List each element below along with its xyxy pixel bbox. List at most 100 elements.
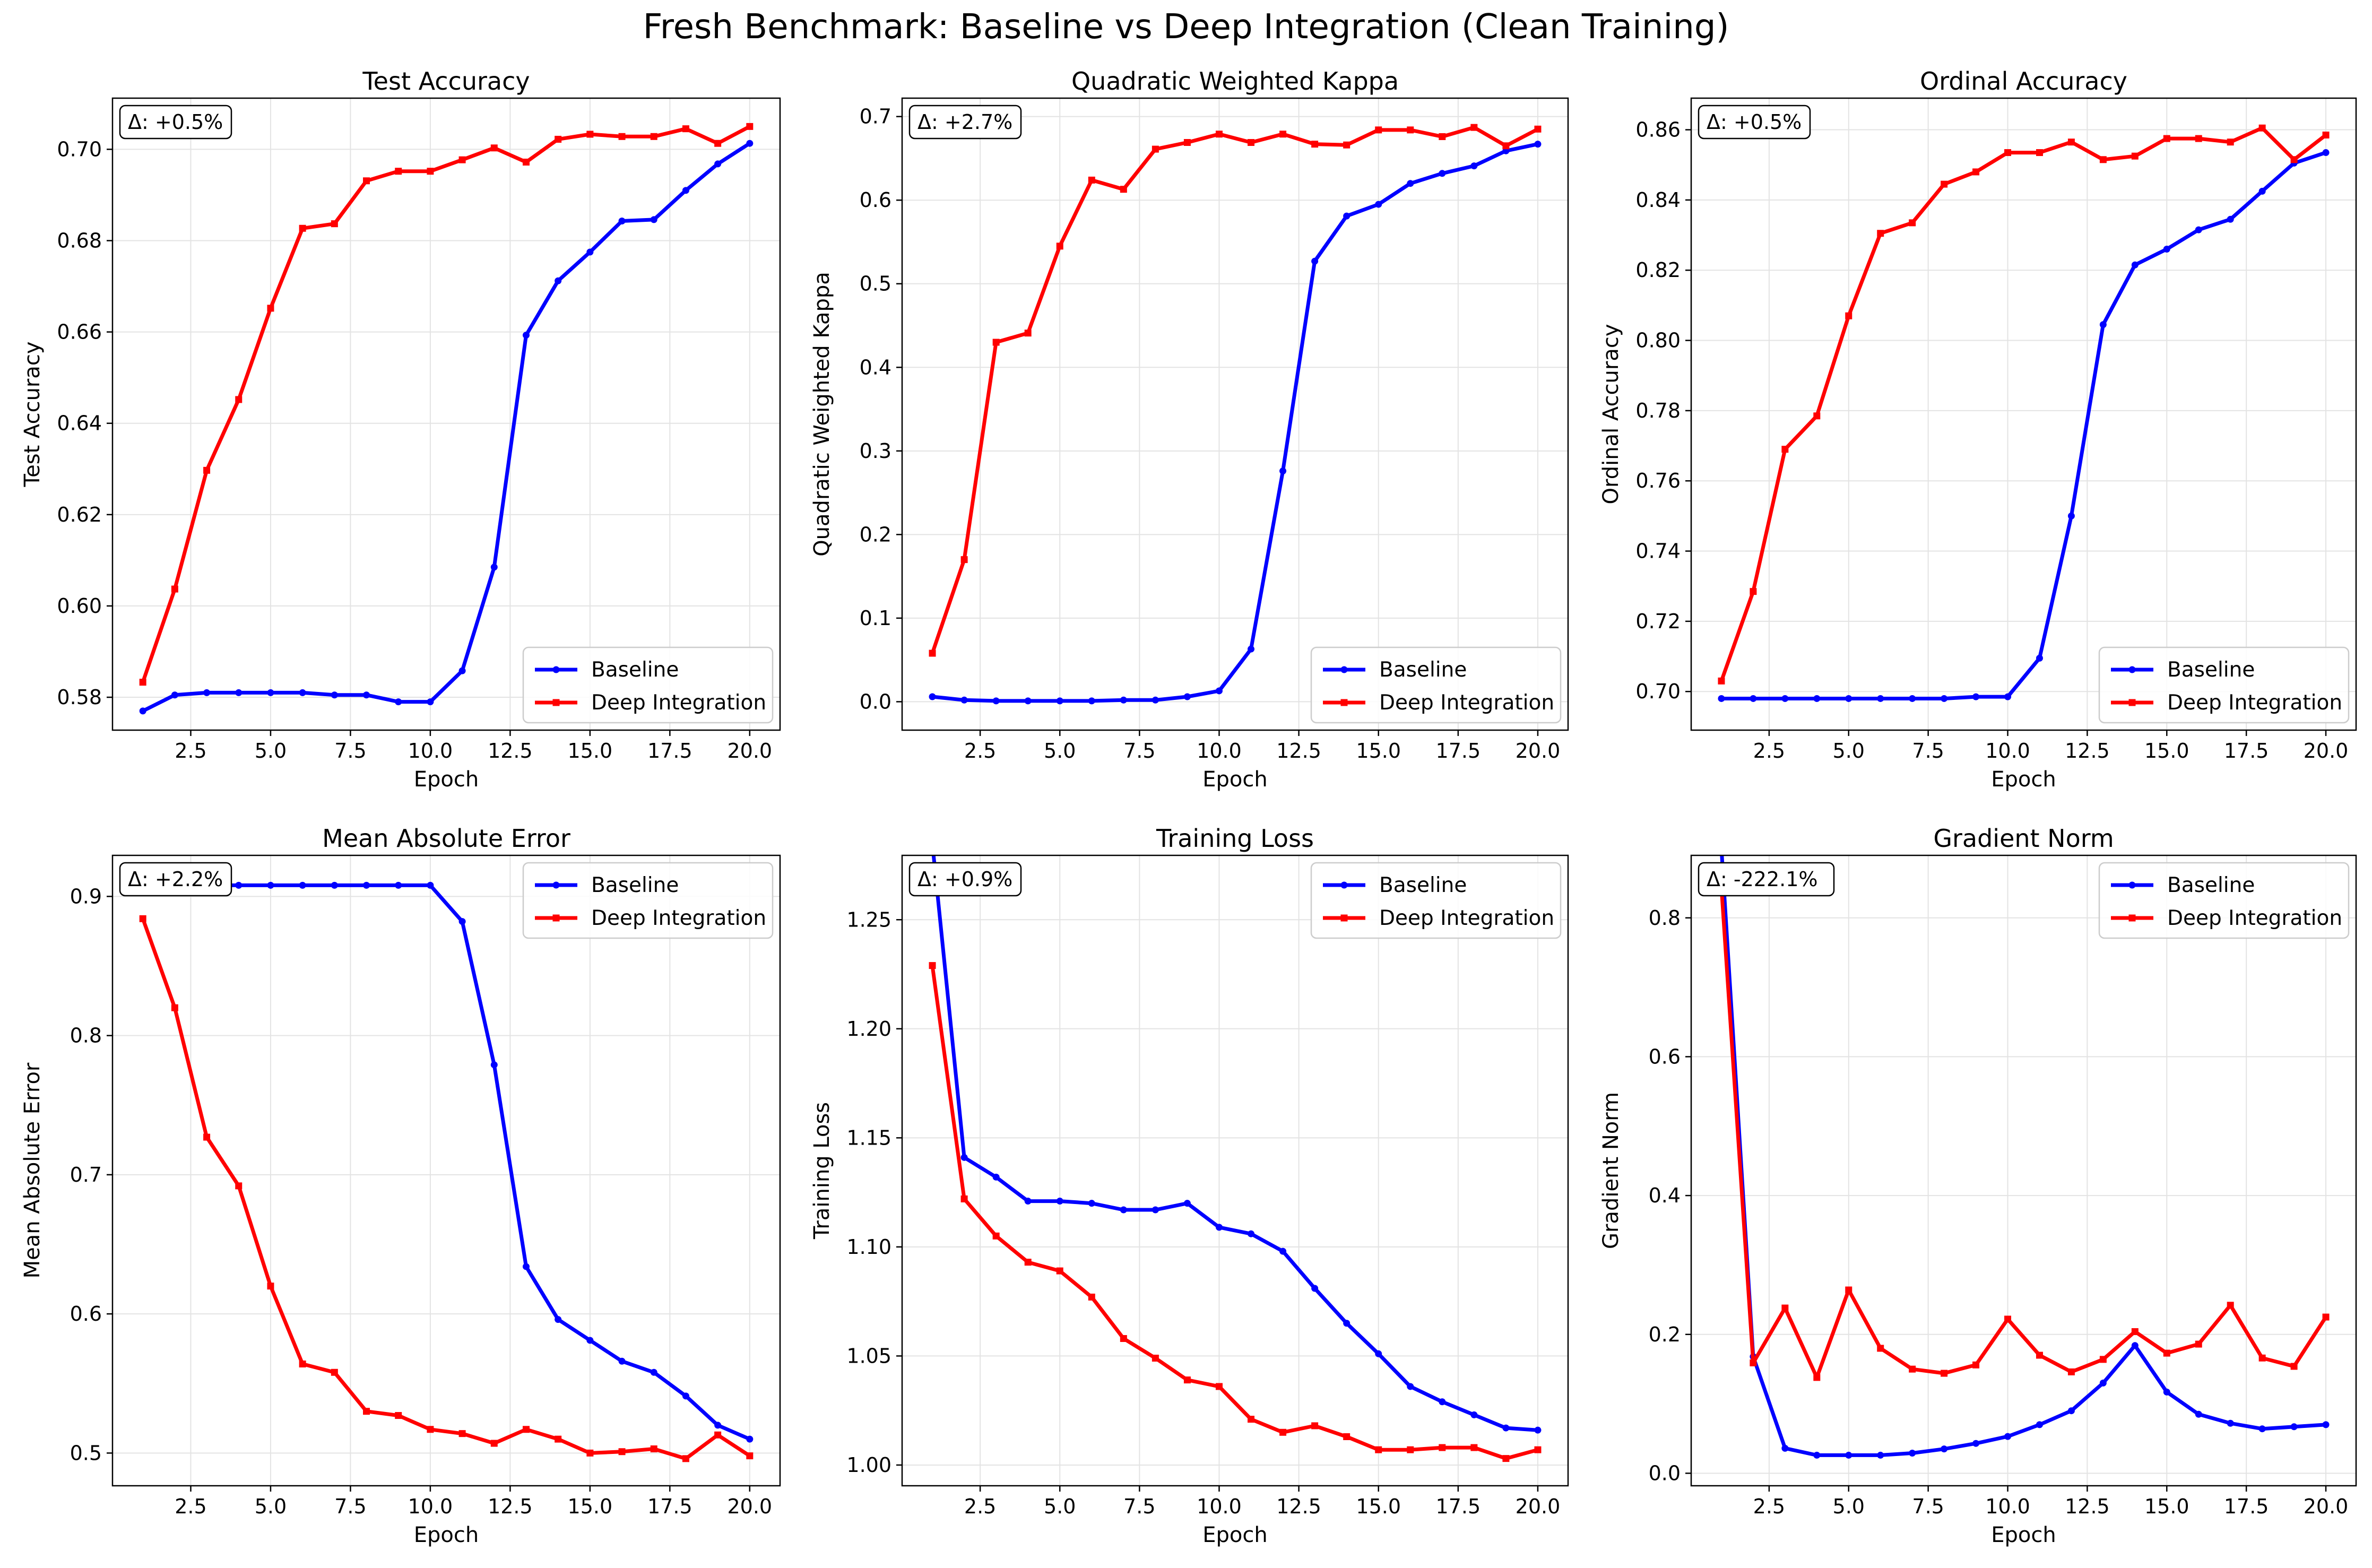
data-point (1972, 1440, 1980, 1447)
data-point (1343, 1433, 1351, 1441)
data-point (2067, 1368, 2075, 1375)
data-point (1813, 695, 1821, 702)
x-axis-label: Epoch (1202, 1523, 1267, 1547)
legend: Baseline Deep Integration (1310, 862, 1562, 939)
legend: Baseline Deep Integration (2098, 862, 2350, 939)
data-point (1311, 141, 1319, 148)
data-point (2131, 152, 2139, 160)
legend-marker (1340, 914, 1348, 922)
data-point (929, 840, 936, 847)
series-line (141, 125, 751, 683)
data-point (1248, 645, 1255, 653)
plot-frame (901, 854, 1569, 1487)
delta-annotation: Δ: +2.2% (119, 862, 232, 897)
series-baseline (1718, 149, 2330, 702)
data-point (2258, 1354, 2266, 1362)
data-point (1120, 186, 1127, 193)
series-baseline (1720, 855, 2330, 1459)
legend-label: Deep Integration (1379, 906, 1554, 930)
data-point (1534, 1426, 1542, 1434)
x-tick-label: 10.0 (1197, 739, 1242, 763)
data-point (267, 1283, 274, 1290)
chart-panel-3: Ordinal Accuracy 2.5 5.0 7.5 10.0 12.5 15.0 17.… (1599, 67, 2357, 792)
plot-frame (111, 854, 781, 1487)
data-point (299, 1361, 306, 1368)
data-point (1279, 131, 1287, 138)
data-point (2227, 1302, 2234, 1309)
data-point (1215, 1383, 1223, 1390)
chart-title: Test Accuracy (362, 67, 530, 96)
legend-marker (552, 699, 560, 706)
series-line (930, 125, 1539, 654)
data-point (682, 1392, 689, 1400)
data-point (2131, 1328, 2139, 1336)
y-tick-label: 0.68 (57, 229, 102, 252)
data-point (2163, 1349, 2170, 1357)
x-tick-label: 12.5 (488, 739, 533, 763)
series-deep-integration (1718, 124, 2330, 685)
data-point (1781, 446, 1789, 453)
legend-marker (1340, 666, 1348, 673)
data-point (331, 881, 338, 889)
x-tick-label: 5.0 (1833, 1495, 1865, 1518)
data-point (2195, 1340, 2202, 1348)
data-point (490, 1061, 498, 1069)
y-tick-label: 0.4 (860, 356, 891, 379)
data-point (1279, 1428, 1287, 1436)
data-point (363, 691, 370, 699)
data-point (618, 217, 626, 224)
data-point (555, 1435, 562, 1443)
x-tick-label: 5.0 (255, 739, 287, 763)
x-tick-label: 10.0 (1197, 1495, 1242, 1518)
annotation-box (908, 862, 1022, 897)
data-point (1407, 1446, 1414, 1453)
data-point (1439, 170, 1446, 177)
delta-annotation: Δ: +2.7% (908, 105, 1022, 140)
series-line (143, 883, 751, 1441)
data-point (2036, 1352, 2043, 1359)
y-tick-label: 1.00 (846, 1453, 891, 1477)
data-point (522, 1426, 530, 1433)
data-point (1120, 1335, 1127, 1342)
annotation-box (1698, 105, 1811, 140)
data-point (2195, 1410, 2202, 1418)
y-tick-label: 0.5 (860, 272, 891, 296)
data-point (395, 698, 402, 706)
data-point (171, 691, 178, 699)
y-tick-label: 1.10 (846, 1235, 891, 1259)
chart-title: Ordinal Accuracy (1920, 67, 2127, 96)
y-tick-label: 0.78 (1635, 399, 1681, 422)
y-tick-label: 0.7 (70, 1163, 102, 1186)
x-tick-label: 5.0 (1044, 1495, 1076, 1518)
data-point (1120, 1206, 1127, 1214)
x-tick-label: 7.5 (1912, 739, 1944, 763)
y-tick-label: 0.7 (860, 105, 891, 128)
legend-marker (2128, 699, 2136, 706)
data-point (2290, 1363, 2298, 1370)
y-tick-label: 0.0 (860, 690, 891, 713)
series-baseline (139, 140, 754, 715)
x-tick-label: 17.5 (1436, 1495, 1481, 1518)
data-point (746, 123, 754, 130)
data-point (363, 1408, 370, 1415)
data-point (203, 1133, 211, 1141)
y-tick-label: 0.84 (1635, 188, 1681, 212)
y-tick-label: 1.05 (846, 1344, 891, 1367)
data-point (1024, 697, 1032, 705)
data-point (522, 332, 530, 339)
x-tick-label: 10.0 (408, 739, 453, 763)
x-tick-label: 7.5 (334, 1495, 366, 1518)
annotation-text: Δ: +2.7% (917, 110, 1012, 134)
data-point (427, 881, 434, 889)
data-point (1024, 1198, 1032, 1205)
y-axis-label: Test Accuracy (20, 341, 45, 487)
series-line (930, 965, 1538, 1461)
data-point (171, 585, 178, 593)
x-tick-label: 12.5 (2065, 739, 2110, 763)
data-point (395, 1412, 402, 1419)
legend-item-deep-integration: Deep Integration (1323, 906, 1554, 930)
legend-item-baseline: Baseline (535, 658, 679, 682)
x-tick-label: 15.0 (568, 739, 613, 763)
data-point (960, 1154, 968, 1161)
